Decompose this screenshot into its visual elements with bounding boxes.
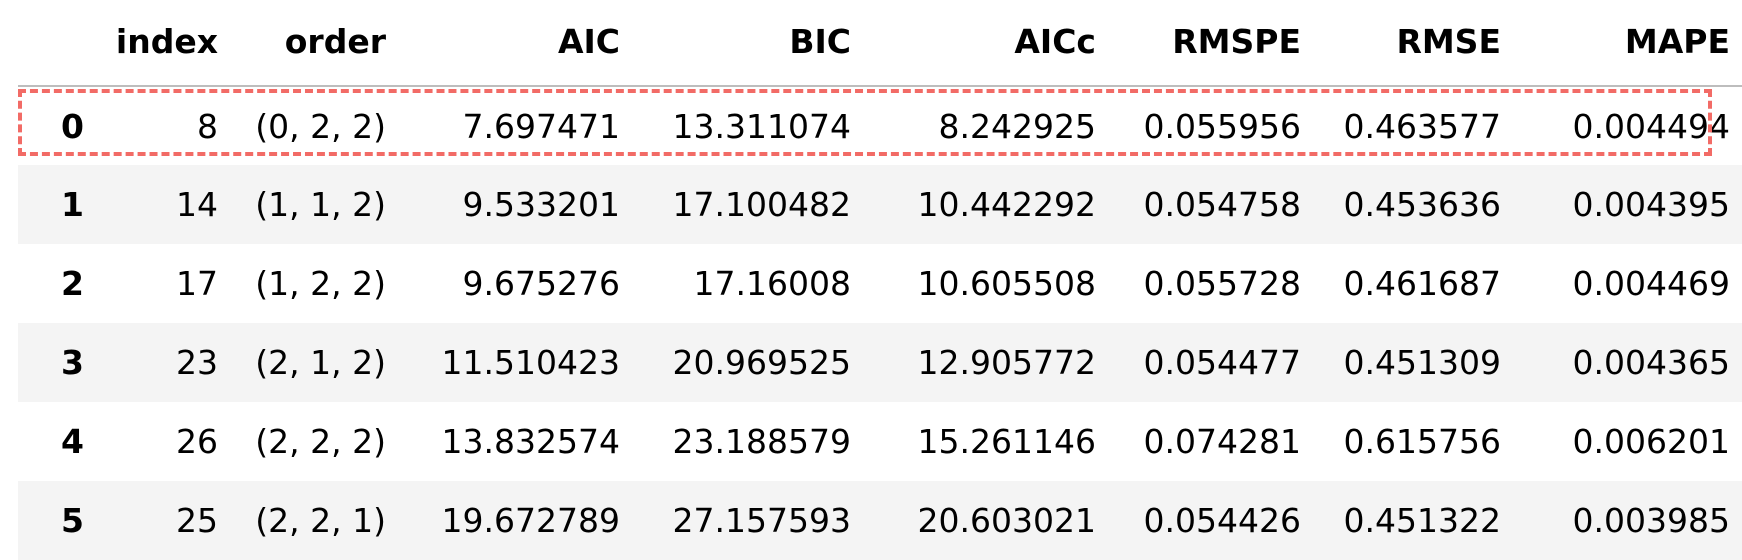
cell-rmse: 0.461687 <box>1343 264 1501 303</box>
header-cell-order: order <box>218 0 386 87</box>
cell-rmspe: 0.055728 <box>1143 264 1301 303</box>
cell-mape: 0.004365 <box>1572 343 1730 382</box>
dataframe-table-container: index order AIC BIC AICc RMSPE RMSE MAPE… <box>18 0 1742 560</box>
row-label: 5 <box>61 501 84 540</box>
cell-aic: 9.675276 <box>462 264 620 303</box>
cell-aic: 13.832574 <box>441 422 620 461</box>
cell-index: 25 <box>176 501 218 540</box>
cell-order: (0, 2, 2) <box>255 106 386 146</box>
cell-aicc: 20.603021 <box>917 501 1096 540</box>
table-row: 0 8 (0, 2, 2) 7.697471 13.311074 8.24292… <box>18 86 1742 165</box>
header-cell-aic: AIC <box>386 0 620 87</box>
cell-mape: 0.004395 <box>1572 185 1730 224</box>
row-label: 0 <box>61 106 84 146</box>
cell-mape: 0.004469 <box>1572 264 1730 303</box>
dataframe-table: index order AIC BIC AICc RMSPE RMSE MAPE… <box>18 0 1742 560</box>
row-label: 3 <box>61 343 84 382</box>
cell-bic: 17.16008 <box>693 264 851 303</box>
cell-order: (2, 1, 2) <box>255 343 386 382</box>
cell-rmspe: 0.054426 <box>1143 501 1301 540</box>
table-row: 4 26 (2, 2, 2) 13.832574 23.188579 15.26… <box>18 402 1742 481</box>
cell-rmspe: 0.055956 <box>1143 106 1301 146</box>
cell-mape: 0.006201 <box>1572 422 1730 461</box>
cell-index: 23 <box>176 343 218 382</box>
cell-rmse: 0.453636 <box>1343 185 1501 224</box>
cell-rmse: 0.615756 <box>1343 422 1501 461</box>
cell-mape: 0.003985 <box>1572 501 1730 540</box>
header-cell-rmspe: RMSPE <box>1096 0 1301 87</box>
cell-aicc: 10.605508 <box>917 264 1096 303</box>
cell-aic: 9.533201 <box>462 185 620 224</box>
cell-rmspe: 0.054758 <box>1143 185 1301 224</box>
cell-bic: 17.100482 <box>672 185 851 224</box>
row-label: 1 <box>61 185 84 224</box>
cell-aicc: 12.905772 <box>917 343 1096 382</box>
table-row: 5 25 (2, 2, 1) 19.672789 27.157593 20.60… <box>18 481 1742 560</box>
cell-bic: 20.969525 <box>672 343 851 382</box>
header-cell-aicc: AICc <box>851 0 1096 87</box>
row-label: 4 <box>61 422 84 461</box>
cell-order: (1, 1, 2) <box>255 185 386 224</box>
cell-bic: 23.188579 <box>672 422 851 461</box>
cell-index: 17 <box>176 264 218 303</box>
table-body: 0 8 (0, 2, 2) 7.697471 13.311074 8.24292… <box>18 86 1742 560</box>
header-cell-blank <box>18 0 84 87</box>
cell-aicc: 8.242925 <box>938 106 1096 146</box>
cell-aicc: 15.261146 <box>917 422 1096 461</box>
header-cell-index: index <box>84 0 218 87</box>
cell-aic: 7.697471 <box>462 106 620 146</box>
table-header: index order AIC BIC AICc RMSPE RMSE MAPE <box>18 0 1742 87</box>
cell-bic: 13.311074 <box>672 106 851 146</box>
cell-index: 8 <box>197 106 218 146</box>
table-row: 3 23 (2, 1, 2) 11.510423 20.969525 12.90… <box>18 323 1742 402</box>
table-row: 2 17 (1, 2, 2) 9.675276 17.16008 10.6055… <box>18 244 1742 323</box>
cell-index: 26 <box>176 422 218 461</box>
cell-rmspe: 0.074281 <box>1143 422 1301 461</box>
cell-order: (1, 2, 2) <box>255 264 386 303</box>
header-cell-rmse: RMSE <box>1301 0 1501 87</box>
cell-rmse: 0.463577 <box>1343 106 1501 146</box>
cell-aic: 11.510423 <box>441 343 620 382</box>
cell-rmspe: 0.054477 <box>1143 343 1301 382</box>
cell-order: (2, 2, 2) <box>255 422 386 461</box>
header-cell-bic: BIC <box>620 0 851 87</box>
cell-mape: 0.004494 <box>1572 106 1730 146</box>
header-row: index order AIC BIC AICc RMSPE RMSE MAPE <box>18 0 1742 87</box>
header-cell-mape: MAPE <box>1501 0 1742 87</box>
cell-bic: 27.157593 <box>672 501 851 540</box>
row-label: 2 <box>61 264 84 303</box>
cell-rmse: 0.451309 <box>1343 343 1501 382</box>
cell-rmse: 0.451322 <box>1343 501 1501 540</box>
table-row: 1 14 (1, 1, 2) 9.533201 17.100482 10.442… <box>18 165 1742 244</box>
cell-aic: 19.672789 <box>441 501 620 540</box>
cell-aicc: 10.442292 <box>917 185 1096 224</box>
cell-index: 14 <box>176 185 218 224</box>
cell-order: (2, 2, 1) <box>255 501 386 540</box>
